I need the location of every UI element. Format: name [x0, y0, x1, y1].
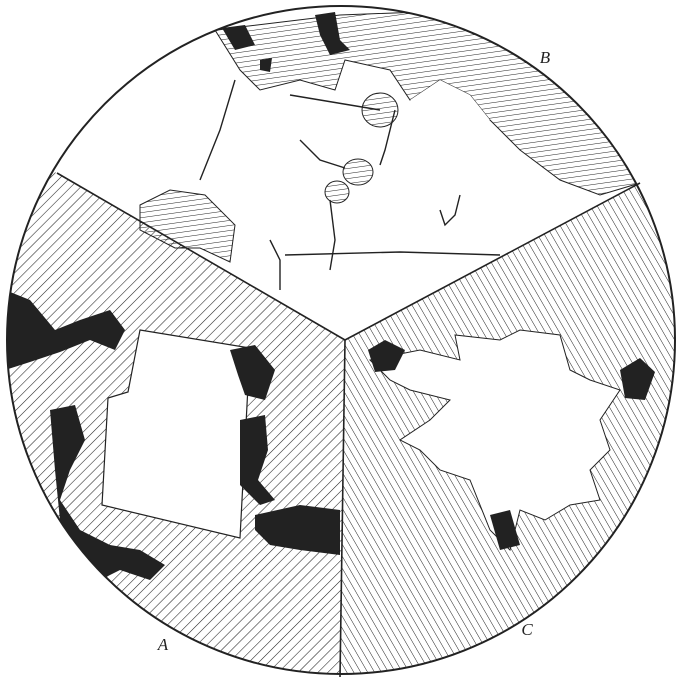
label-a: A: [157, 635, 169, 654]
hatched-lake: [342, 158, 374, 186]
black-region: [222, 12, 350, 72]
white-veins: [368, 329, 621, 551]
black-region: [50, 405, 165, 580]
black-region: [490, 510, 520, 550]
disc-outline: [6, 5, 676, 675]
white-patch: [410, 80, 490, 120]
black-region: [368, 340, 405, 372]
black-region: [240, 415, 275, 505]
label-b: B: [540, 48, 551, 67]
black-region: [230, 345, 275, 400]
hatched-lake: [324, 180, 350, 204]
hatched-region: [139, 189, 236, 263]
black-region: [620, 358, 655, 400]
black-region: [7, 290, 125, 370]
rivers: [199, 79, 501, 290]
black-region: [255, 505, 340, 555]
dividers: [56, 172, 641, 677]
label-c: C: [521, 620, 533, 639]
